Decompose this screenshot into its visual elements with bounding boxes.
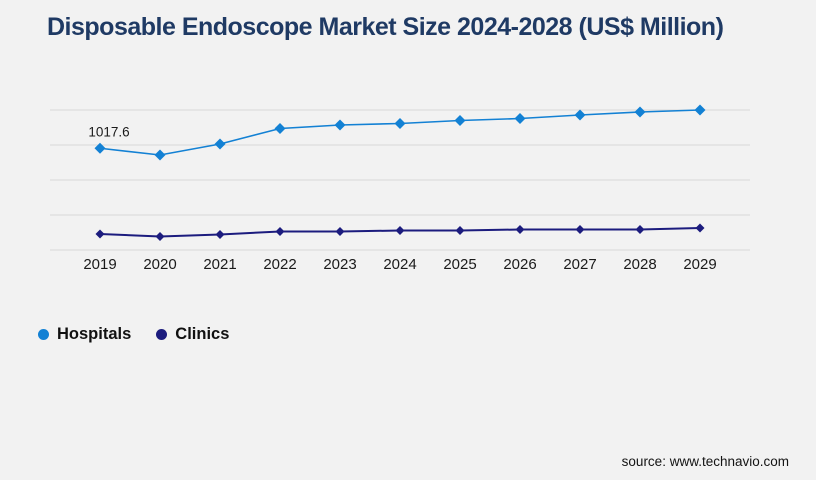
source-credit: source: www.technavio.com — [621, 454, 789, 469]
clinics-point-2023[interactable] — [335, 227, 345, 236]
x-axis-label: 2025 — [443, 256, 476, 273]
hospitals-point-2023[interactable] — [334, 119, 346, 131]
x-axis-label: 2023 — [323, 256, 356, 273]
hospitals-legend-marker-icon — [38, 329, 49, 340]
clinics-point-2021[interactable] — [215, 230, 225, 239]
legend-label-hospitals: Hospitals — [57, 325, 132, 343]
clinics-point-2025[interactable] — [455, 226, 465, 235]
clinics-point-2022[interactable] — [275, 227, 285, 236]
chart-title: Disposable Endoscope Market Size 2024-20… — [47, 13, 724, 41]
x-axis-label: 2026 — [503, 256, 536, 273]
legend-item-clinics[interactable]: Clinics — [156, 325, 229, 344]
data-label-2019: 1017.6 — [88, 125, 129, 140]
clinics-point-2020[interactable] — [155, 232, 165, 241]
legend-label-clinics: Clinics — [175, 325, 230, 343]
hospitals-point-2022[interactable] — [274, 123, 286, 134]
x-axis-label: 2027 — [563, 256, 596, 273]
x-axis-label: 2024 — [383, 256, 416, 273]
clinics-point-2029[interactable] — [695, 223, 705, 233]
hospitals-point-2029[interactable] — [694, 104, 706, 116]
clinics-point-2019[interactable] — [95, 229, 105, 239]
hospitals-point-2025[interactable] — [454, 115, 466, 126]
hospitals-point-2021[interactable] — [214, 138, 226, 150]
hospitals-point-2024[interactable] — [394, 118, 406, 129]
clinics-point-2027[interactable] — [575, 225, 585, 234]
x-axis-label: 2019 — [83, 256, 116, 273]
hospitals-point-2020[interactable] — [154, 149, 166, 161]
x-axis-label: 2020 — [143, 256, 176, 273]
legend-item-hospitals[interactable]: Hospitals — [38, 325, 131, 344]
chart-legend: Hospitals Clinics — [38, 325, 229, 344]
hospitals-line — [99, 109, 701, 156]
hospitals-point-2028[interactable] — [634, 106, 646, 118]
clinics-point-2026[interactable] — [515, 225, 525, 234]
x-axis-label: 2029 — [683, 256, 716, 273]
clinics-point-2024[interactable] — [395, 226, 405, 235]
x-axis-label: 2028 — [623, 256, 656, 273]
hospitals-point-2019[interactable] — [94, 142, 106, 154]
hospitals-point-2027[interactable] — [574, 109, 586, 121]
clinics-legend-marker-icon — [156, 329, 168, 340]
x-axis-label: 2022 — [263, 256, 296, 273]
hospitals-point-2026[interactable] — [514, 113, 526, 124]
clinics-point-2028[interactable] — [635, 225, 645, 234]
x-axis-label: 2021 — [203, 256, 236, 273]
